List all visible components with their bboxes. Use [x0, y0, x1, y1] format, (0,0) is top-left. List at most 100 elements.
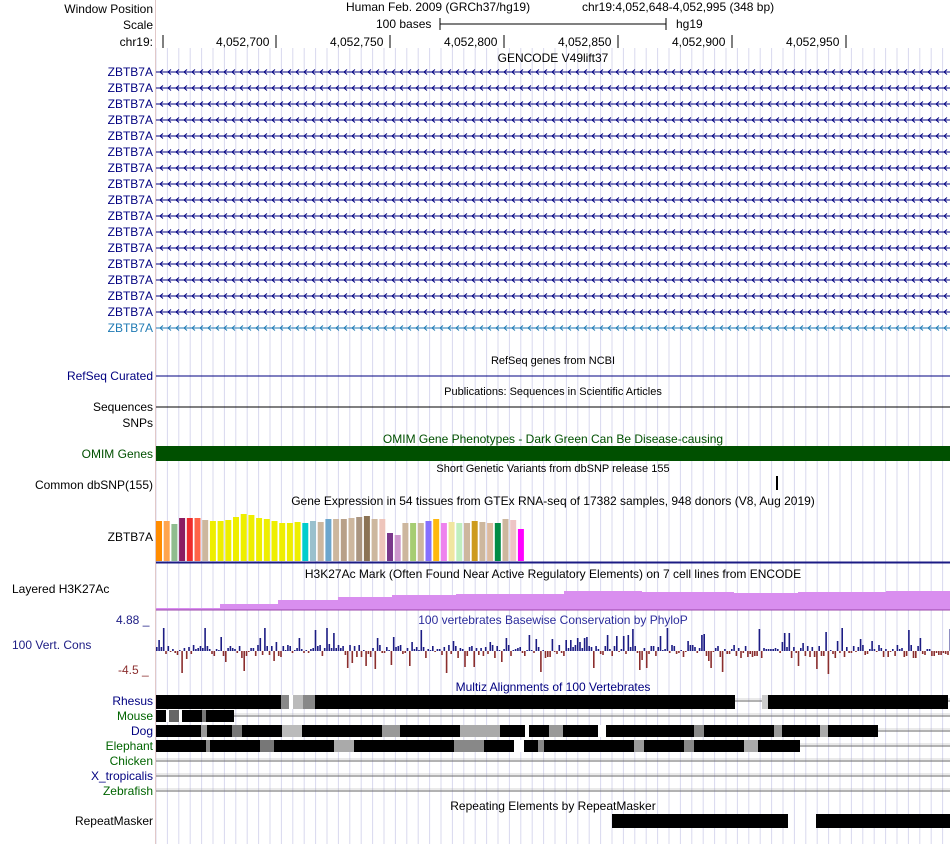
gene-label[interactable]: ZBTB7A	[107, 193, 153, 207]
gtex-tissue-bar[interactable]	[233, 517, 239, 561]
gtex-tissue-bar[interactable]	[371, 519, 378, 561]
gtex-tissue-bar[interactable]	[479, 522, 486, 561]
gene-label[interactable]: ZBTB7A	[107, 81, 153, 95]
gtex-tissue-bar[interactable]	[502, 519, 509, 561]
sequences-label[interactable]: Sequences	[92, 400, 153, 414]
gene-model[interactable]	[156, 309, 950, 315]
gtex-tissue-bar[interactable]	[317, 522, 324, 561]
snps-label[interactable]: SNPs	[122, 416, 153, 430]
multiz-alignment-row[interactable]	[156, 725, 950, 737]
snp-marker[interactable]	[776, 476, 778, 490]
gtex-tissue-bar[interactable]	[394, 535, 401, 561]
gene-label[interactable]: ZBTB7A	[107, 113, 153, 127]
gtex-tissue-bar[interactable]	[440, 523, 447, 561]
gene-label[interactable]: ZBTB7A	[107, 273, 153, 287]
multiz-alignment-row[interactable]	[156, 695, 950, 709]
gtex-tissue-bar[interactable]	[456, 523, 463, 561]
gtex-tissue-bar[interactable]	[494, 523, 501, 561]
gene-model[interactable]	[156, 117, 950, 123]
gtex-tissue-bar[interactable]	[325, 519, 332, 561]
multiz-species-label[interactable]: Zebrafish	[102, 784, 153, 798]
phylop-track[interactable]	[156, 628, 950, 678]
multiz-species-label[interactable]: Rhesus	[112, 694, 153, 708]
gtex-tissue-bar[interactable]	[464, 523, 470, 561]
gene-label[interactable]: ZBTB7A	[107, 257, 153, 271]
gene-model[interactable]	[156, 261, 950, 267]
gtex-tissue-bar[interactable]	[171, 524, 178, 561]
gtex-tissue-bar[interactable]	[417, 523, 424, 561]
refseq-label[interactable]: RefSeq Curated	[66, 369, 153, 383]
gene-label[interactable]: ZBTB7A	[107, 241, 153, 255]
gene-model[interactable]	[156, 149, 950, 155]
gtex-tissue-bar[interactable]	[194, 518, 201, 561]
gtex-tissue-bar[interactable]	[310, 521, 316, 561]
dbsnp-label[interactable]: Common dbSNP(155)	[34, 478, 153, 492]
gtex-tissue-bar[interactable]	[379, 519, 386, 561]
gtex-tissue-bar[interactable]	[156, 521, 162, 561]
gtex-tissue-bar[interactable]	[225, 520, 232, 561]
gtex-tissue-bar[interactable]	[202, 520, 209, 561]
gtex-tissue-bar[interactable]	[448, 522, 455, 561]
gtex-label[interactable]: ZBTB7A	[107, 530, 153, 544]
repeatmasker-label[interactable]: RepeatMasker	[74, 814, 153, 828]
gencode-track[interactable]	[156, 64, 950, 352]
gtex-tissue-bar[interactable]	[240, 514, 247, 561]
gtex-track[interactable]	[156, 507, 950, 565]
gtex-tissue-bar[interactable]	[209, 521, 216, 561]
gtex-tissue-bar[interactable]	[510, 520, 517, 561]
gtex-tissue-bar[interactable]	[333, 519, 340, 561]
gene-label[interactable]: ZBTB7A	[107, 321, 153, 335]
gene-model[interactable]	[156, 69, 950, 75]
gene-model[interactable]	[156, 293, 950, 299]
gene-model[interactable]	[156, 165, 950, 171]
gtex-tissue-bar[interactable]	[402, 523, 409, 561]
gtex-tissue-bar[interactable]	[433, 519, 440, 561]
gene-label[interactable]: ZBTB7A	[107, 177, 153, 191]
gtex-tissue-bar[interactable]	[263, 519, 270, 561]
gtex-tissue-bar[interactable]	[286, 523, 293, 561]
multiz-alignment-row[interactable]	[156, 758, 950, 762]
gtex-tissue-bar[interactable]	[340, 519, 347, 561]
gene-label[interactable]: ZBTB7A	[107, 289, 153, 303]
gene-model[interactable]	[156, 213, 950, 219]
gtex-tissue-bar[interactable]	[410, 523, 417, 561]
h3k27ac-track[interactable]	[156, 586, 950, 612]
gene-model[interactable]	[156, 229, 950, 235]
gene-label[interactable]: ZBTB7A	[107, 129, 153, 143]
gtex-tissue-bar[interactable]	[163, 521, 170, 561]
gene-label[interactable]: ZBTB7A	[107, 65, 153, 79]
gene-label[interactable]: ZBTB7A	[107, 225, 153, 239]
gtex-tissue-bar[interactable]	[271, 521, 278, 561]
gtex-tissue-bar[interactable]	[179, 518, 186, 561]
repeat-element[interactable]	[612, 814, 788, 828]
multiz-alignment-row[interactable]	[156, 788, 950, 792]
gtex-tissue-bar[interactable]	[248, 515, 255, 561]
gene-label[interactable]: ZBTB7A	[107, 97, 153, 111]
gtex-tissue-bar[interactable]	[256, 518, 263, 561]
multiz-alignment-row[interactable]	[156, 740, 950, 752]
gtex-tissue-bar[interactable]	[363, 516, 370, 561]
gtex-tissue-bar[interactable]	[356, 517, 363, 561]
multiz-species-label[interactable]: Mouse	[116, 709, 153, 723]
multiz-species-label[interactable]: Chicken	[109, 754, 153, 768]
multiz-species-label[interactable]: X_tropicalis	[90, 769, 153, 783]
gene-label[interactable]: ZBTB7A	[107, 145, 153, 159]
gtex-tissue-bar[interactable]	[487, 523, 494, 561]
multiz-track[interactable]	[156, 692, 950, 798]
gene-model[interactable]	[156, 133, 950, 139]
multiz-species-label[interactable]: Dog	[130, 724, 153, 738]
phylop-label[interactable]: 100 Vert. Cons	[12, 638, 92, 652]
gene-model[interactable]	[156, 181, 950, 187]
gene-model[interactable]	[156, 197, 950, 203]
gtex-tissue-bar[interactable]	[348, 518, 355, 561]
gene-model[interactable]	[156, 245, 950, 251]
omim-feature[interactable]	[156, 446, 950, 461]
gtex-tissue-bar[interactable]	[387, 533, 393, 561]
multiz-species-label[interactable]: Elephant	[105, 739, 153, 753]
gene-label[interactable]: ZBTB7A	[107, 161, 153, 175]
publications-track[interactable]	[156, 400, 950, 414]
omim-label[interactable]: OMIM Genes	[81, 447, 153, 461]
gene-label[interactable]: ZBTB7A	[107, 305, 153, 319]
gtex-tissue-bar[interactable]	[517, 529, 524, 561]
